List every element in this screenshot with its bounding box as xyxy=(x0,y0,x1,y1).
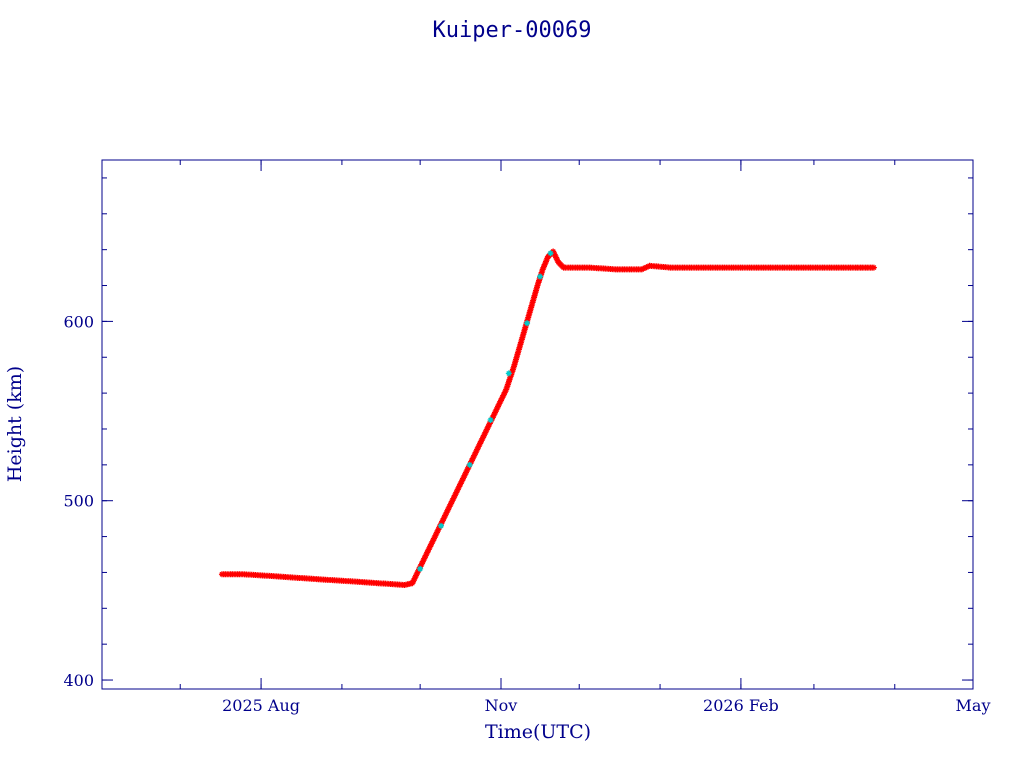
x-tick-label: 2026 Feb xyxy=(703,696,779,715)
data-point-alt xyxy=(487,417,494,424)
chart-title: Kuiper-00069 xyxy=(433,18,592,43)
data-point-alt xyxy=(537,273,544,280)
axis-ticks: 2025 Aug Nov 2026 Feb May 400 500 600 xyxy=(63,160,990,715)
y-tick-label: 400 xyxy=(63,671,94,690)
data-point-alt xyxy=(417,565,424,572)
x-axis-label: Time(UTC) xyxy=(485,721,591,743)
data-point-alt xyxy=(547,250,554,257)
data-points xyxy=(218,248,877,588)
data-point-alt xyxy=(466,461,473,468)
data-point-alt xyxy=(524,320,531,327)
data-point xyxy=(870,264,877,271)
plot-frame xyxy=(101,159,974,690)
data-point-alt xyxy=(438,522,445,529)
x-tick-label: Nov xyxy=(485,696,518,715)
x-tick-label: May xyxy=(956,696,991,715)
y-tick-label: 500 xyxy=(63,492,94,511)
y-tick-label: 600 xyxy=(63,312,94,331)
x-tick-label: 2025 Aug xyxy=(222,696,300,715)
y-axis-label: Height (km) xyxy=(4,366,26,482)
data-point-alt xyxy=(505,370,512,377)
